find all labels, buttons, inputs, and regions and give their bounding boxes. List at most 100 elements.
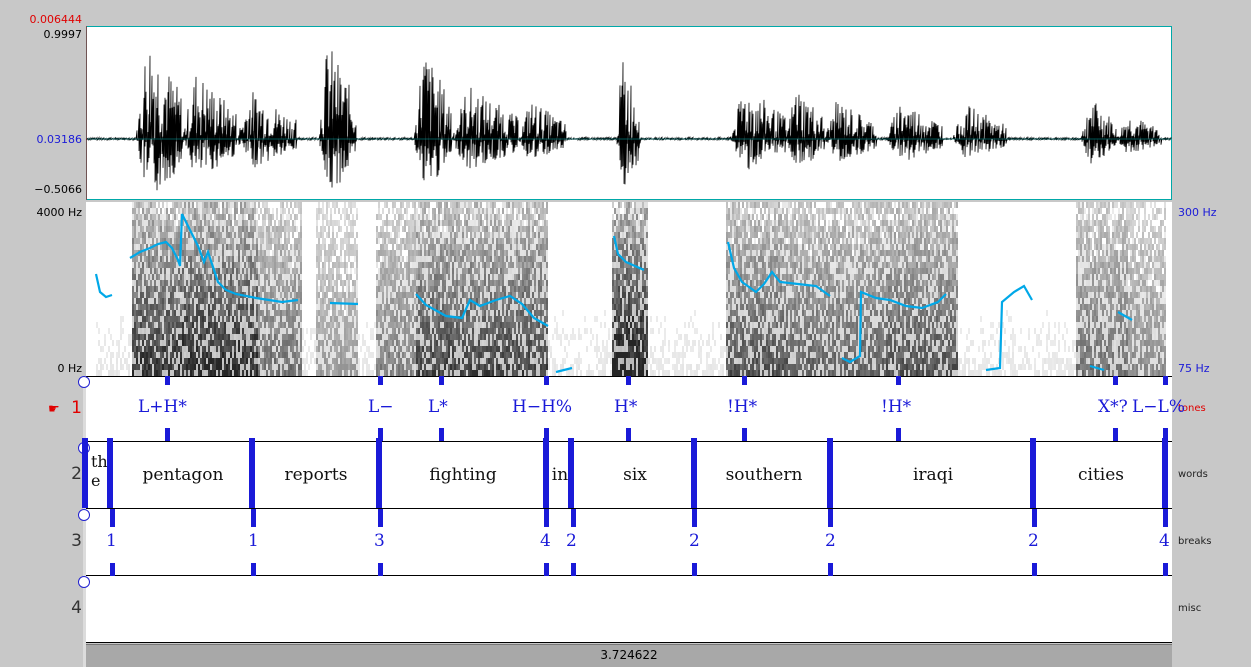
tone-label[interactable]: L− [368,397,394,417]
tone-tick[interactable] [439,376,444,385]
break-label[interactable]: 2 [825,531,836,551]
tone-tick[interactable] [896,376,901,385]
tier-number-1[interactable]: 1 [71,398,82,418]
break-tick[interactable] [1163,509,1168,527]
break-tick[interactable] [544,509,549,527]
break-tick[interactable] [544,563,549,576]
tier-number-2[interactable]: 2 [71,464,82,484]
spectrogram-panel[interactable] [86,202,1172,376]
break-tick[interactable] [571,509,576,527]
waveform-panel[interactable] [86,26,1172,200]
break-tick[interactable] [251,563,256,576]
word-label[interactable]: six [623,465,647,485]
break-label[interactable]: 4 [540,531,551,551]
tier-divider [86,642,1172,643]
break-tick[interactable] [251,509,256,527]
waveform-min-label: −0.5066 [34,183,82,196]
tone-label[interactable]: !H* [727,397,758,417]
tone-label[interactable]: L* [428,397,448,417]
break-label[interactable]: 3 [374,531,385,551]
break-tick[interactable] [110,509,115,527]
pitch-contour [129,213,299,304]
word-boundary[interactable] [82,438,88,508]
word-label[interactable]: fighting [429,465,497,485]
word-boundary[interactable] [691,438,697,508]
word-boundary[interactable] [1030,438,1036,508]
tone-tick[interactable] [626,376,631,385]
break-tick[interactable] [828,509,833,527]
tone-tick[interactable] [378,376,383,385]
tone-tick[interactable] [544,376,549,385]
pitch-contour [415,293,549,327]
tone-label[interactable]: H−H% [512,397,573,417]
tone-tick[interactable] [544,428,549,441]
pitch-contour [94,273,113,299]
tier-left-strip [83,376,86,667]
tone-tick[interactable] [742,428,747,441]
word-boundary[interactable] [249,438,255,508]
tier-divider [86,508,1172,509]
tier-divider [86,575,1172,576]
tone-tick[interactable] [1163,376,1168,385]
spectrogram-top-freq: 4000 Hz [36,206,82,219]
word-boundary[interactable] [107,438,113,508]
break-label[interactable]: 2 [689,531,700,551]
tier-handle-1[interactable] [78,376,90,388]
word-label[interactable]: th e [91,452,108,490]
tone-tick[interactable] [439,428,444,441]
break-label[interactable]: 2 [1028,531,1039,551]
break-label[interactable]: 4 [1159,531,1170,551]
break-tick[interactable] [692,563,697,576]
tone-tick[interactable] [378,428,383,441]
break-tick[interactable] [110,563,115,576]
tone-tick[interactable] [1113,376,1118,385]
tier-number-3[interactable]: 3 [71,531,82,551]
word-boundary[interactable] [827,438,833,508]
tier-name-tones[interactable]: tones [1178,403,1206,414]
tier-handle-3[interactable] [78,509,90,521]
word-label[interactable]: iraqi [912,465,954,485]
tier-handle-4[interactable] [78,576,90,588]
word-label[interactable]: in [551,465,569,485]
word-label[interactable]: southern [725,465,803,485]
word-label[interactable]: reports [284,465,348,485]
tone-tick[interactable] [165,428,170,441]
tier-area[interactable] [86,376,1172,642]
tier-number-4[interactable]: 4 [71,598,82,618]
tone-label[interactable]: H* [614,397,638,417]
break-tick[interactable] [571,563,576,576]
break-tick[interactable] [378,563,383,576]
tier-name-words[interactable]: words [1178,469,1208,480]
break-label[interactable]: 1 [106,531,117,551]
tone-tick[interactable] [1113,428,1118,441]
word-boundary[interactable] [376,438,382,508]
tone-tick[interactable] [626,428,631,441]
tone-label[interactable]: !H* [881,397,912,417]
tone-label[interactable]: X*? [1098,397,1128,417]
tone-label[interactable]: L+H* [138,397,187,417]
break-tick[interactable] [692,509,697,527]
word-label[interactable]: pentagon [142,465,224,485]
time-scrollbar[interactable] [86,644,1172,667]
word-boundary[interactable] [1162,438,1168,508]
tone-label[interactable]: L−L% [1132,397,1185,417]
tier-name-misc[interactable]: misc [1178,603,1202,614]
break-tick[interactable] [378,509,383,527]
break-label[interactable]: 2 [566,531,577,551]
waveform-mid-label: 0.03186 [36,133,83,146]
word-boundary[interactable] [543,438,549,508]
tone-tick[interactable] [742,376,747,385]
tone-tick[interactable] [896,428,901,441]
break-tick[interactable] [1032,509,1037,527]
tier-name-breaks[interactable]: breaks [1178,536,1212,547]
break-tick[interactable] [1163,563,1168,576]
word-label[interactable]: cities [1077,465,1125,485]
spectrogram-plot [94,202,1166,376]
word-boundary[interactable] [568,438,574,508]
tone-tick[interactable] [165,376,170,385]
break-tick[interactable] [1032,563,1037,576]
break-label[interactable]: 1 [248,531,259,551]
break-tick[interactable] [828,563,833,576]
tone-tick[interactable] [1163,428,1168,441]
pitch-contour [1089,364,1105,372]
